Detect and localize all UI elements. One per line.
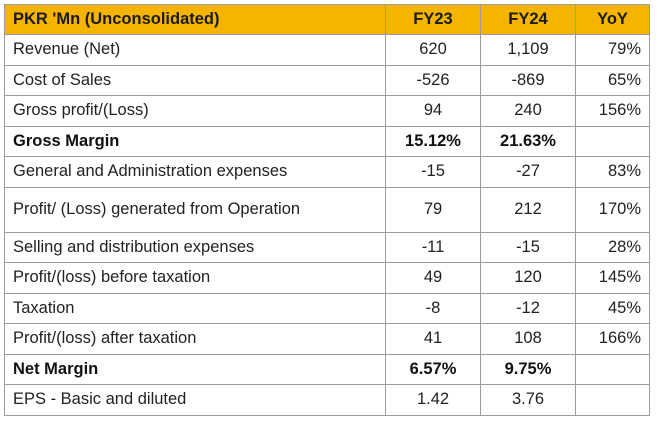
table-row-revenue: Revenue (Net) 620 1,109 79% xyxy=(4,34,650,66)
row-label: Revenue (Net) xyxy=(4,34,386,66)
row-fy24: 3.76 xyxy=(480,384,576,416)
row-yoy: 45% xyxy=(575,292,650,324)
row-fy24: -869 xyxy=(480,64,576,96)
row-label: Profit/(loss) after taxation xyxy=(4,323,386,355)
row-label: Profit/ (Loss) generated from Operation xyxy=(4,186,386,233)
header-fy24: FY24 xyxy=(480,4,576,35)
row-fy24: 108 xyxy=(480,323,576,355)
header-label: PKR 'Mn (Unconsolidated) xyxy=(4,4,386,35)
row-label: Cost of Sales xyxy=(4,64,386,96)
row-fy24: -15 xyxy=(480,231,576,263)
row-yoy: 166% xyxy=(575,323,650,355)
header-fy23: FY23 xyxy=(385,4,481,35)
row-fy24: -12 xyxy=(480,292,576,324)
table-row-profit-before-tax: Profit/(loss) before taxation 49 120 145… xyxy=(4,262,650,294)
row-fy24: 240 xyxy=(480,95,576,127)
row-yoy: 28% xyxy=(575,231,650,263)
row-label: Gross Margin xyxy=(4,125,386,157)
row-fy24: 212 xyxy=(480,186,576,233)
row-fy24: 21.63% xyxy=(480,125,576,157)
row-fy23: 94 xyxy=(385,95,481,127)
row-fy23: 620 xyxy=(385,34,481,66)
row-fy23: -526 xyxy=(385,64,481,96)
financial-summary-table: PKR 'Mn (Unconsolidated) FY23 FY24 YoY R… xyxy=(4,4,650,416)
financial-table-container: PKR 'Mn (Unconsolidated) FY23 FY24 YoY R… xyxy=(4,4,650,416)
row-fy23: 6.57% xyxy=(385,353,481,385)
table-header-row: PKR 'Mn (Unconsolidated) FY23 FY24 YoY xyxy=(4,4,650,35)
table-row-gross-margin: Gross Margin 15.12% 21.63% xyxy=(4,125,650,157)
row-label: EPS - Basic and diluted xyxy=(4,384,386,416)
row-yoy: 65% xyxy=(575,64,650,96)
row-fy23: 79 xyxy=(385,186,481,233)
row-fy23: -8 xyxy=(385,292,481,324)
row-label: General and Administration expenses xyxy=(4,156,386,188)
table-row-profit-after-tax: Profit/(loss) after taxation 41 108 166% xyxy=(4,323,650,355)
row-label: Gross profit/(Loss) xyxy=(4,95,386,127)
row-fy23: -11 xyxy=(385,231,481,263)
row-fy23: 49 xyxy=(385,262,481,294)
row-label: Profit/(loss) before taxation xyxy=(4,262,386,294)
row-fy23: -15 xyxy=(385,156,481,188)
table-row-gross-profit: Gross profit/(Loss) 94 240 156% xyxy=(4,95,650,127)
row-label: Taxation xyxy=(4,292,386,324)
row-fy24: -27 xyxy=(480,156,576,188)
row-fy23: 1.42 xyxy=(385,384,481,416)
table-row-selling-distribution: Selling and distribution expenses -11 -1… xyxy=(4,231,650,263)
row-yoy: 145% xyxy=(575,262,650,294)
table-row-general-admin-expenses: General and Administration expenses -15 … xyxy=(4,156,650,188)
row-yoy: 83% xyxy=(575,156,650,188)
row-label: Selling and distribution expenses xyxy=(4,231,386,263)
row-fy24: 120 xyxy=(480,262,576,294)
table-row-eps: EPS - Basic and diluted 1.42 3.76 xyxy=(4,384,650,416)
row-fy24: 1,109 xyxy=(480,34,576,66)
table-row-taxation: Taxation -8 -12 45% xyxy=(4,292,650,324)
row-yoy xyxy=(575,384,650,416)
row-fy24: 9.75% xyxy=(480,353,576,385)
row-fy23: 15.12% xyxy=(385,125,481,157)
row-label: Net Margin xyxy=(4,353,386,385)
row-fy23: 41 xyxy=(385,323,481,355)
table-row-operating-profit: Profit/ (Loss) generated from Operation … xyxy=(4,186,650,233)
table-row-net-margin: Net Margin 6.57% 9.75% xyxy=(4,353,650,385)
row-yoy: 156% xyxy=(575,95,650,127)
row-yoy: 79% xyxy=(575,34,650,66)
header-yoy: YoY xyxy=(575,4,650,35)
row-yoy xyxy=(575,353,650,385)
table-row-cost-of-sales: Cost of Sales -526 -869 65% xyxy=(4,64,650,96)
row-yoy: 170% xyxy=(575,186,650,233)
row-yoy xyxy=(575,125,650,157)
